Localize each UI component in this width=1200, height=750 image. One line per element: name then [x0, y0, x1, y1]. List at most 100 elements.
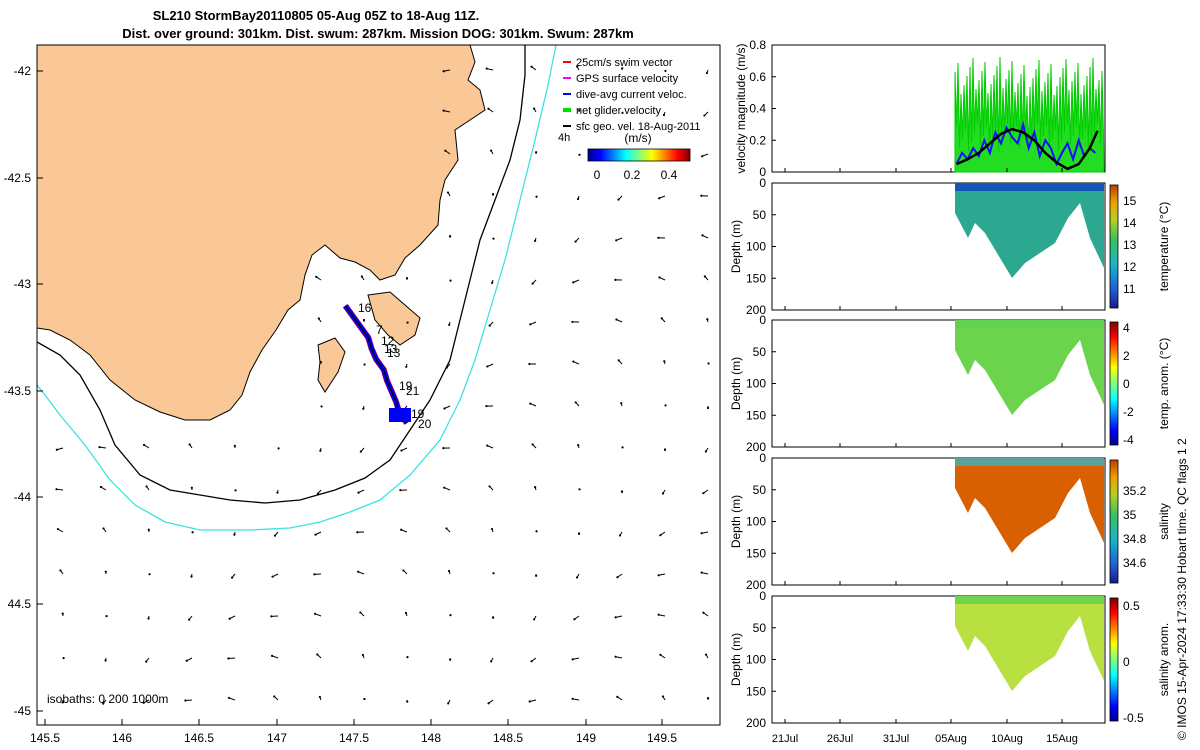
section-colorbar: [1109, 184, 1119, 309]
footer-credit: © IMOS 15-Apr-2024 17:33:30 Hobart time.…: [1175, 438, 1189, 740]
colorbar-tick: 0: [594, 168, 601, 182]
section-colorbar: [1109, 321, 1119, 446]
colorbar-tick: 15: [1123, 194, 1137, 208]
day-label: 20: [418, 417, 432, 431]
time-axis: 21Jul 26Jul 31Jul 05Aug 10Aug 15Aug: [772, 168, 1078, 745]
time-tick: 31Jul: [883, 733, 909, 745]
time-tick: 10Aug: [991, 733, 1023, 745]
map-y-ticks: -42 -42.5 -43 -43.5 -44 44.5 -45: [4, 64, 43, 718]
depth-tick: 200: [746, 440, 766, 454]
map-y-tick: -44: [14, 490, 32, 504]
temp-anom-panel: 0 50 100 150 200 Depth (m) 4 2 0 -2 -4 temp. anom. …: [729, 313, 1171, 454]
colorbar-tick: 4: [1123, 321, 1130, 335]
legend-label: 25cm/s swim vector: [576, 57, 673, 69]
map-x-tick: 146: [112, 731, 132, 745]
map-y-tick: 44.5: [8, 597, 32, 611]
current-vector-field: [55, 65, 710, 705]
map-x-tick: 145.5: [30, 731, 60, 745]
colorbar-label: temperature (°C): [1157, 202, 1171, 292]
legend-label: sfc geo. vel. 18-Aug-2011: [576, 121, 701, 133]
figure-title-line1: SL210 StormBay20110805 05-Aug 05Z to 18-…: [153, 8, 480, 23]
depth-tick: 100: [746, 377, 766, 391]
colorbar-tick: 14: [1123, 216, 1137, 230]
depth-ylabel: Depth (m): [729, 495, 743, 548]
velocity-y-tick: 0.4: [749, 102, 766, 116]
depth-tick: 50: [753, 621, 767, 635]
map-y-tick: -43.5: [4, 384, 32, 398]
colorbar-label: salinity: [1157, 503, 1171, 540]
isobath-1000m: [37, 45, 557, 531]
colorbar-tick: 0: [1123, 655, 1130, 669]
day-label: 12: [381, 334, 395, 348]
depth-tick: 50: [753, 208, 767, 222]
depth-tick: 200: [746, 716, 766, 730]
depth-tick: 0: [759, 589, 766, 603]
map-x-tick: 148: [421, 731, 441, 745]
isobath-200m: [37, 45, 526, 504]
velocity-y-tick: 0.8: [749, 38, 766, 52]
colorbar-tick: 34.6: [1123, 556, 1147, 570]
map-x-tick: 149.5: [647, 731, 677, 745]
map-x-tick: 149: [576, 731, 596, 745]
sal-anom-panel: 0 50 100 150 200 Depth (m) 0.5 0 -0.5 salinity an…: [729, 589, 1171, 730]
map-x-tick: 146.5: [184, 731, 214, 745]
colorbar-tick: 0.4: [661, 168, 678, 182]
legend-label: dive-avg current veloc.: [576, 89, 687, 101]
depth-ylabel: Depth (m): [729, 220, 743, 273]
tasmania-land: [37, 45, 486, 421]
colorbar-label: temp. anom. (°C): [1157, 338, 1171, 430]
depth-tick: 0: [759, 451, 766, 465]
depth-tick: 0: [759, 176, 766, 190]
legend-extra: 4h: [558, 132, 570, 144]
sfc-geo-velocity-line: [956, 127, 1099, 171]
map-x-tick: 147: [267, 731, 287, 745]
salinity-panel: 0 50 100 150 200 Depth (m) 35.2 35 34.8 34.6 salin…: [729, 451, 1171, 592]
colorbar-tick: 2: [1123, 349, 1130, 363]
time-tick: 05Aug: [935, 733, 967, 745]
colorbar-tick: -4: [1123, 433, 1134, 447]
section-data: [955, 183, 1104, 278]
day-label: 19: [399, 379, 413, 393]
colorbar-tick: 35.2: [1123, 484, 1147, 498]
map-x-ticks: 145.5 146 146.5 147 147.5 148 148.5 149 149.5: [30, 719, 677, 745]
depth-tick: 200: [746, 303, 766, 317]
day-label: 7: [376, 323, 383, 337]
depth-ylabel: Depth (m): [729, 633, 743, 686]
section-colorbar: [1109, 459, 1119, 584]
velocity-ylabel: velocity magnitude (m/s): [734, 43, 748, 173]
map-legend: 25cm/s swim vector GPS surface velocity di…: [558, 57, 701, 144]
depth-tick: 150: [746, 408, 766, 422]
map-y-tick: -42: [14, 64, 32, 78]
time-tick: 21Jul: [772, 733, 798, 745]
speed-colorbar: (m/s) 0 0.2 0.4: [587, 131, 691, 182]
temperature-panel: 0 50 100 150 200 Depth (m) 15 14 13 12 11 temperatu…: [729, 176, 1171, 317]
section-colorbar: [1109, 597, 1119, 722]
day-label: 13: [384, 342, 398, 356]
legend-label: GPS surface velocity: [576, 73, 679, 85]
depth-tick: 50: [753, 483, 767, 497]
depth-tick: 0: [759, 313, 766, 327]
time-tick: 26Jul: [827, 733, 853, 745]
time-tick: 15Aug: [1046, 733, 1078, 745]
bruny-island: [317, 337, 346, 393]
colorbar-tick: 0.5: [1123, 599, 1140, 613]
depth-tick: 150: [746, 271, 766, 285]
velocity-y-tick: 0.2: [749, 133, 766, 147]
colorbar-tick: -0.5: [1123, 711, 1144, 725]
colorbar-tick: 0.2: [624, 168, 641, 182]
section-data: [955, 596, 1104, 691]
depth-tick: 200: [746, 578, 766, 592]
day-label: 21: [406, 384, 420, 398]
depth-ylabel: Depth (m): [729, 357, 743, 410]
map-y-tick: -45: [14, 704, 32, 718]
section-data: [955, 320, 1104, 415]
colorbar-tick: 35: [1123, 508, 1137, 522]
velocity-y-tick: 0.6: [749, 70, 766, 84]
map-y-tick: -42.5: [4, 171, 32, 185]
figure-title-line2: Dist. over ground: 301km. Dist. swum: 28…: [122, 26, 634, 41]
colorbar-tick: 0: [1123, 377, 1130, 391]
day-label: 19: [411, 407, 425, 421]
